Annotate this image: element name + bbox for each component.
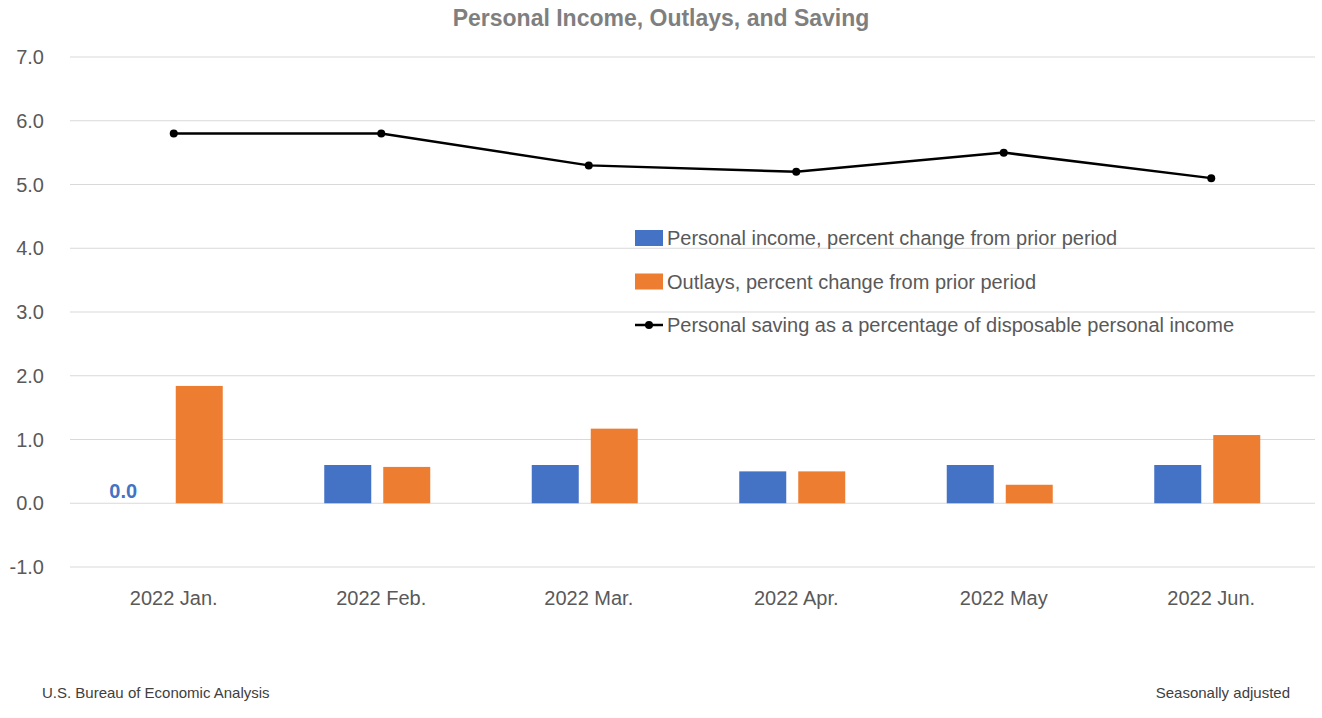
data-labels: 0.0 <box>109 480 137 502</box>
bar <box>383 467 430 503</box>
chart: Personal Income, Outlays, and Saving -1.0… <box>0 0 1322 718</box>
grid-line <box>70 375 1315 376</box>
bar <box>947 465 994 503</box>
x-tick-label: 2022 Jan. <box>130 587 218 609</box>
marker <box>792 168 800 176</box>
marker <box>1000 149 1008 157</box>
y-tick-label: -1.0 <box>10 556 44 578</box>
grid-line <box>70 567 1315 568</box>
bar <box>1154 465 1201 503</box>
background <box>0 0 1322 718</box>
x-tick-label: 2022 Feb. <box>336 587 426 609</box>
grid-line <box>70 184 1315 185</box>
grid-line <box>70 439 1315 440</box>
x-tick-label: 2022 Apr. <box>754 587 839 609</box>
grid-line <box>70 120 1315 121</box>
grid-line <box>70 503 1315 504</box>
source: U.S. Bureau of Economic Analysis <box>42 684 270 701</box>
legend-key <box>635 230 663 246</box>
y-tick-label: 5.0 <box>16 174 44 196</box>
bar <box>1213 435 1260 503</box>
y-tick-label: 4.0 <box>16 237 44 259</box>
legend-key <box>635 274 663 290</box>
note: Seasonally adjusted <box>1156 684 1290 701</box>
bar <box>176 386 223 503</box>
grid-line <box>70 57 1315 58</box>
bar <box>117 503 164 504</box>
bar <box>591 429 638 504</box>
y-tick-label: 6.0 <box>16 110 44 132</box>
bar <box>1006 485 1053 503</box>
legend: Personal income, percent change from pri… <box>635 227 1234 336</box>
x-tick-label: 2022 May <box>960 587 1048 609</box>
title: Personal Income, Outlays, and Saving <box>453 5 870 31</box>
bar <box>532 465 579 503</box>
marker <box>1207 174 1215 182</box>
bar <box>739 471 786 503</box>
x-tick-label: 2022 Jun. <box>1167 587 1255 609</box>
data-label: 0.0 <box>109 480 137 502</box>
marker <box>377 130 385 138</box>
x-tick-label: 2022 Mar. <box>544 587 633 609</box>
y-tick-label: 3.0 <box>16 301 44 323</box>
marker <box>585 161 593 169</box>
legend-label: Personal saving as a percentage of dispo… <box>667 314 1234 336</box>
marks <box>170 130 1261 504</box>
y-tick-label: 0.0 <box>16 492 44 514</box>
grid <box>70 57 1315 567</box>
y-tick-label: 7.0 <box>16 46 44 68</box>
line <box>174 134 1212 179</box>
y-tick-label: 2.0 <box>16 365 44 387</box>
legend-label: Outlays, percent change from prior perio… <box>667 271 1036 293</box>
bar <box>798 471 845 503</box>
legend-key <box>645 321 653 329</box>
bar <box>324 465 371 503</box>
marker <box>170 130 178 138</box>
grid-line <box>70 312 1315 313</box>
y-tick-label: 1.0 <box>16 429 44 451</box>
legend-label: Personal income, percent change from pri… <box>667 227 1117 249</box>
